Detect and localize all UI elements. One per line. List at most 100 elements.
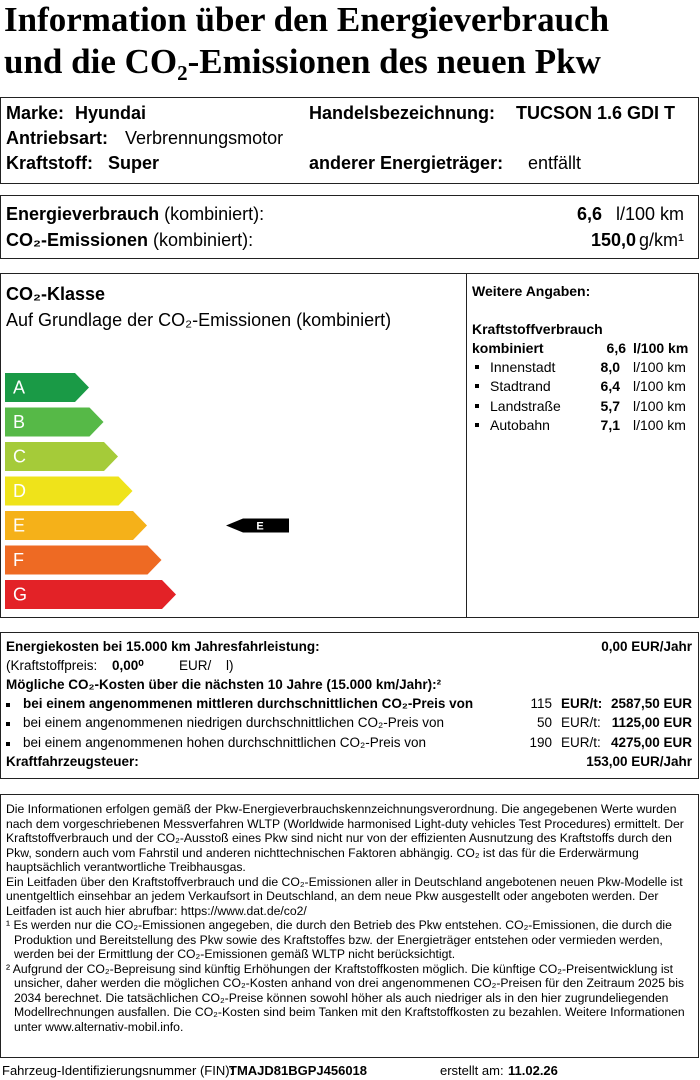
value: Super	[108, 153, 160, 173]
consumption-box: Energieverbrauch (kombiniert): 6,6 l/100…	[0, 195, 699, 259]
fin: TMAJD81BGPJ456018	[229, 1063, 368, 1078]
note: (kombiniert):	[153, 230, 254, 250]
co2-class-box: CO₂-Klasse Auf Grundlage der CO₂-Emissio…	[0, 273, 699, 618]
vehicle-box: Marke: Hyundai Handelsbezeichnung: TUCSO…	[0, 97, 699, 184]
label: Energiekosten bei 15.000 km Jahresfahrle…	[6, 639, 320, 654]
class-bar	[5, 373, 89, 402]
row-unit: EUR/t:	[561, 734, 601, 750]
heading: Mögliche CO₂-Kosten über die nächsten 10…	[6, 677, 442, 692]
row-value: 5,7	[600, 397, 620, 414]
class-letter: G	[13, 585, 27, 605]
class-letter: E	[13, 516, 25, 536]
bullet	[475, 422, 479, 427]
label: CO₂-Emissionen	[6, 230, 149, 250]
value: 150,0	[590, 230, 636, 250]
row-price: 50	[536, 715, 552, 731]
value: 153,00 EUR/Jahr	[586, 754, 692, 769]
row-unit: l/100 km	[633, 397, 686, 414]
row-name: Stadtrand	[490, 378, 551, 395]
class-letter: A	[13, 378, 25, 398]
unit: g/km¹	[639, 230, 684, 250]
info-paragraph: Ein Leitfaden über den Kraftstoffverbrau…	[6, 874, 683, 918]
row-label: bei einem angenommenen mittleren durchsc…	[23, 696, 474, 711]
divider	[466, 274, 467, 617]
label: Antriebsart:	[6, 128, 109, 148]
class-letter: B	[13, 412, 25, 432]
class-bar	[5, 511, 147, 540]
row-unit: l/100 km	[633, 340, 689, 356]
further-heading: Weitere Angaben:	[472, 283, 591, 299]
value: 0,00⁰	[112, 658, 144, 673]
class-arrow: C	[5, 442, 118, 471]
row-price: 190	[529, 734, 552, 750]
value: entfällt	[528, 153, 582, 173]
row-unit: l/100 km	[633, 378, 686, 395]
unit: EUR/	[179, 658, 212, 673]
bullet	[475, 365, 479, 369]
row-value: 6,4	[600, 378, 620, 395]
class-arrow: G	[5, 580, 176, 609]
class-arrow: B	[5, 407, 104, 437]
energy-row: Energieverbrauch (kombiniert):	[6, 204, 264, 225]
label: Kraftstoff:	[6, 153, 93, 173]
info-paragraph: Die Informationen erfolgen gemäß der Pkw…	[6, 802, 684, 874]
class-bar	[5, 545, 162, 575]
row-unit: EUR/t:	[561, 696, 603, 711]
value: Verbrennungsmotor	[125, 128, 284, 148]
title-line: Information über den Energieverbrauch	[4, 0, 610, 39]
note: (kombiniert):	[164, 204, 265, 224]
row-price: 115	[530, 696, 552, 711]
row-name: kombiniert	[472, 340, 544, 356]
info-box	[0, 794, 699, 1058]
fin-label: Fahrzeug-Identifizierungsnummer (FIN):	[2, 1063, 234, 1078]
bullet	[475, 384, 479, 389]
value: 6,6	[576, 204, 602, 224]
date: 11.02.26	[508, 1063, 558, 1078]
class-arrow: F	[5, 545, 162, 575]
class-bar	[5, 476, 133, 506]
class-arrow: A	[5, 373, 89, 402]
label: Energieverbrauch	[6, 204, 160, 224]
unit: l/100 km	[616, 204, 685, 224]
row-amount: 1125,00 EUR	[611, 715, 692, 731]
row-amount: 2587,50 EUR	[610, 696, 692, 711]
class-bar	[5, 442, 118, 471]
row-name: Autobahn	[490, 416, 550, 433]
bullet	[6, 741, 10, 746]
unit: l)	[226, 658, 234, 673]
further-subheading: Kraftstoffverbrauch	[472, 321, 603, 337]
class-arrow: D	[5, 476, 133, 506]
date-label: erstellt am:	[440, 1063, 504, 1078]
bullet	[475, 403, 479, 408]
row-value: 6,6	[606, 340, 626, 356]
row-name: Landstraße	[490, 397, 561, 414]
row-unit: l/100 km	[633, 359, 686, 375]
title-line: und die CO₂-Emissionen des neuen Pkw	[4, 42, 601, 81]
class-letter: C	[13, 447, 26, 467]
bullet	[6, 703, 10, 707]
current-class-label: E	[256, 521, 263, 533]
footnote: ² Aufgrund der CO₂-Bepreisung sind künft…	[6, 961, 685, 1034]
bullet	[6, 722, 10, 727]
class-arrow: E	[5, 511, 147, 540]
class-bar	[5, 407, 104, 437]
label: (Kraftstoffpreis:	[6, 658, 98, 673]
row-value: 7,1	[600, 416, 620, 433]
label: anderer Energieträger:	[309, 153, 504, 173]
class-subtitle: Auf Grundlage der CO₂-Emissionen (kombin…	[6, 310, 392, 330]
row-label: bei einem angenommenen hohen durchschnit…	[23, 734, 426, 750]
info-text: Die Informationen erfolgen gemäß der Pkw…	[6, 802, 694, 1034]
co2-row: CO₂-Emissionen (kombiniert):	[6, 230, 253, 251]
current-class-marker	[226, 518, 289, 533]
footnote: ¹ Es werden nur die CO₂-Emissionen angeg…	[6, 918, 672, 961]
row-unit: EUR/t:	[561, 715, 601, 731]
value: TUCSON 1.6 GDI T	[516, 103, 676, 123]
class-title: CO₂-Klasse	[6, 284, 106, 304]
row-value: 8,0	[600, 359, 620, 375]
class-letter: D	[13, 481, 26, 501]
costs-box: Energiekosten bei 15.000 km Jahresfahrle…	[0, 632, 699, 779]
label: Kraftfahrzeugsteuer:	[6, 754, 139, 769]
row-label: bei einem angenommenen niedrigen durchsc…	[23, 715, 444, 731]
